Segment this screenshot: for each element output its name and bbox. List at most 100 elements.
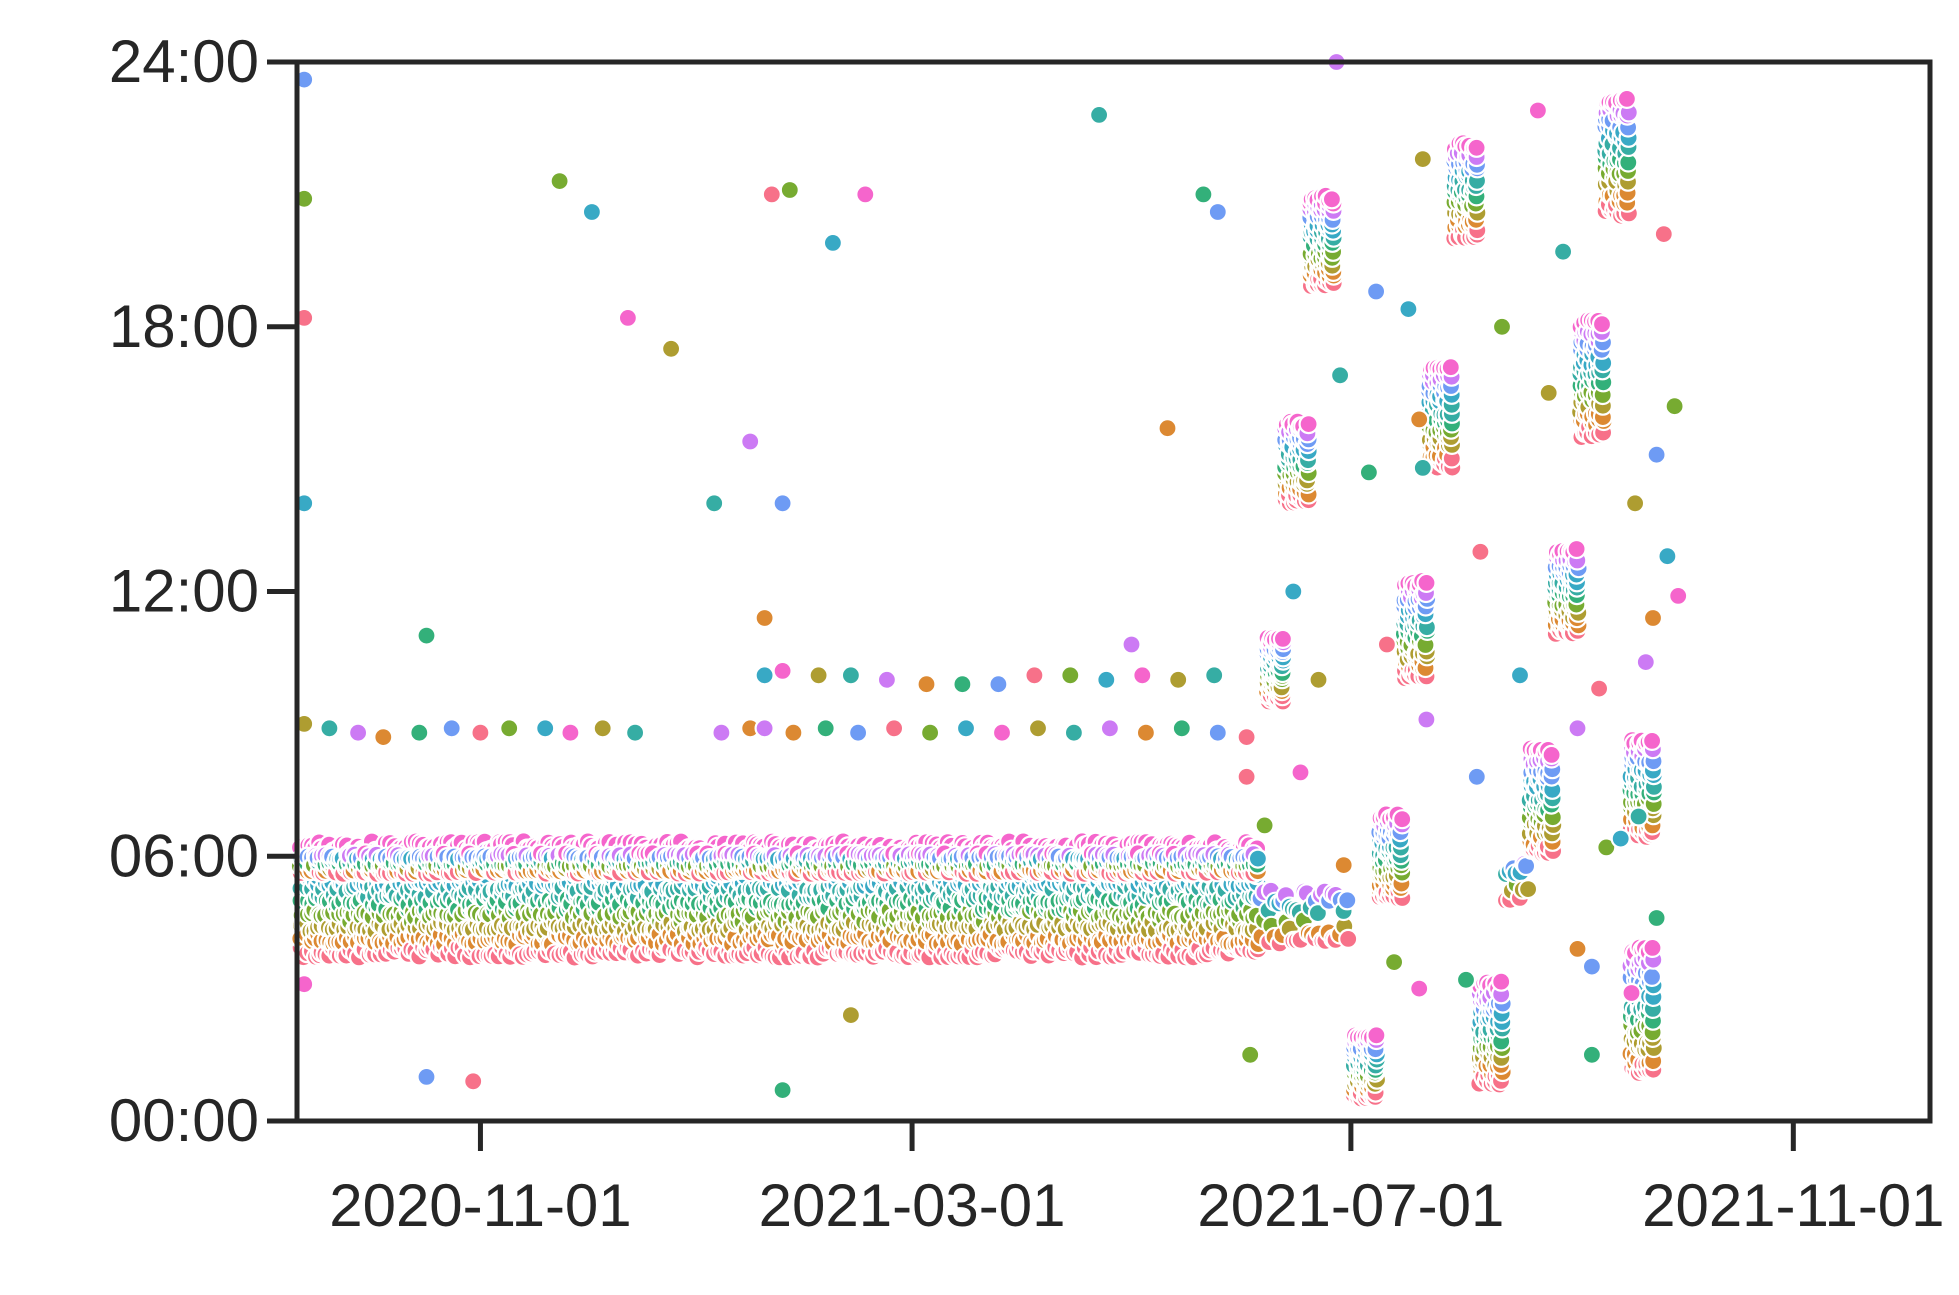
outlier-point xyxy=(1207,201,1228,223)
outlier-point xyxy=(1455,969,1477,990)
outlier-point xyxy=(711,722,732,743)
outlier-point xyxy=(1409,409,1430,430)
outlier-point xyxy=(560,722,581,743)
outlier-point xyxy=(772,1079,793,1101)
outlier-point xyxy=(581,201,603,223)
outlier-point xyxy=(1060,665,1081,686)
outlier-point xyxy=(416,1066,437,1088)
data-point xyxy=(1566,538,1587,560)
outlier-point xyxy=(808,665,829,686)
data-point xyxy=(1466,137,1487,158)
outlier-point xyxy=(1132,665,1153,686)
outlier-point xyxy=(660,338,682,359)
outlier-point xyxy=(1383,951,1405,973)
outlier-point xyxy=(772,493,793,514)
outlier-point xyxy=(1567,718,1588,739)
outlier-point xyxy=(754,665,775,686)
x-tick-label: 2020-11-01 xyxy=(329,1172,631,1239)
outlier-point xyxy=(319,718,340,739)
outlier-point xyxy=(348,722,369,743)
outlier-point xyxy=(1509,665,1531,686)
outlier-point xyxy=(1157,418,1178,439)
outlier-point xyxy=(1581,956,1603,977)
data-point xyxy=(1491,971,1512,992)
outlier-point xyxy=(840,665,862,686)
outlier-point xyxy=(1121,634,1142,655)
outlier-point xyxy=(1168,669,1189,690)
outlier-point xyxy=(1254,815,1275,836)
outlier-point xyxy=(1621,982,1642,1004)
outlier-point xyxy=(783,722,804,743)
outlier-point xyxy=(549,171,570,192)
data-point xyxy=(1247,848,1269,869)
outlier-point xyxy=(1646,444,1667,465)
outlier-point xyxy=(617,307,639,328)
outlier-point xyxy=(761,184,782,205)
outlier-point xyxy=(1527,100,1549,121)
outlier-point xyxy=(535,718,556,739)
outlier-point xyxy=(847,722,869,743)
outlier-point xyxy=(1657,546,1678,567)
outlier-point xyxy=(1329,365,1351,386)
outlier-point xyxy=(919,722,941,743)
data-point xyxy=(1642,937,1663,959)
outlier-point xyxy=(1240,1044,1261,1065)
outlier-point xyxy=(1063,722,1085,743)
outlier-point xyxy=(840,1004,862,1026)
outlier-point xyxy=(754,607,775,629)
outlier-point xyxy=(409,722,430,743)
outlier-point xyxy=(955,718,977,739)
y-tick-label: 06:00 xyxy=(109,822,259,889)
outlier-point xyxy=(1207,722,1228,743)
outlier-point xyxy=(1099,718,1121,739)
outlier-point xyxy=(815,718,836,739)
data-point xyxy=(1517,878,1539,900)
outlier-point xyxy=(1135,722,1157,743)
outlier-point xyxy=(1470,541,1491,562)
outlier-point xyxy=(822,232,844,253)
outlier-point xyxy=(876,669,898,690)
outlier-point xyxy=(592,718,613,739)
outlier-point xyxy=(1204,665,1225,686)
outlier-point xyxy=(916,674,937,695)
x-tick-label: 2021-11-01 xyxy=(1642,1172,1944,1239)
outlier-point xyxy=(1567,938,1588,960)
outlier-point xyxy=(991,722,1013,743)
outlier-point xyxy=(1024,665,1045,686)
data-point xyxy=(1338,928,1359,950)
outlier-point xyxy=(704,493,725,514)
scatter-points xyxy=(289,51,1689,1109)
y-tick-label: 12:00 xyxy=(109,558,259,625)
outlier-point xyxy=(952,674,973,695)
outlier-point xyxy=(1412,149,1433,170)
outlier-point xyxy=(1642,607,1664,629)
outlier-point xyxy=(624,722,646,743)
x-tick-label: 2021-07-01 xyxy=(1197,1172,1504,1239)
outlier-point xyxy=(740,431,761,452)
y-tick-label: 24:00 xyxy=(109,28,259,95)
outlier-point xyxy=(1398,299,1419,320)
x-tick-label: 2021-03-01 xyxy=(759,1172,1066,1239)
data-point xyxy=(1541,744,1562,766)
outlier-point xyxy=(1664,396,1685,417)
data-point xyxy=(1272,628,1294,650)
data-point xyxy=(1641,966,1663,988)
outlier-point xyxy=(1171,718,1192,739)
outlier-point xyxy=(1283,581,1304,602)
data-point xyxy=(1298,414,1319,435)
outlier-point xyxy=(373,726,394,748)
data-point xyxy=(1591,314,1613,335)
outlier-point xyxy=(1628,806,1649,827)
outlier-point xyxy=(1624,493,1646,514)
outlier-point xyxy=(779,179,800,201)
outlier-point xyxy=(1610,828,1631,849)
outlier-point xyxy=(1358,462,1380,483)
outlier-point xyxy=(1365,281,1387,302)
outlier-point xyxy=(1466,766,1487,787)
outlier-point xyxy=(416,625,437,646)
y-tick-label: 18:00 xyxy=(109,293,259,360)
outlier-point xyxy=(1491,316,1513,337)
outlier-point xyxy=(855,184,876,205)
